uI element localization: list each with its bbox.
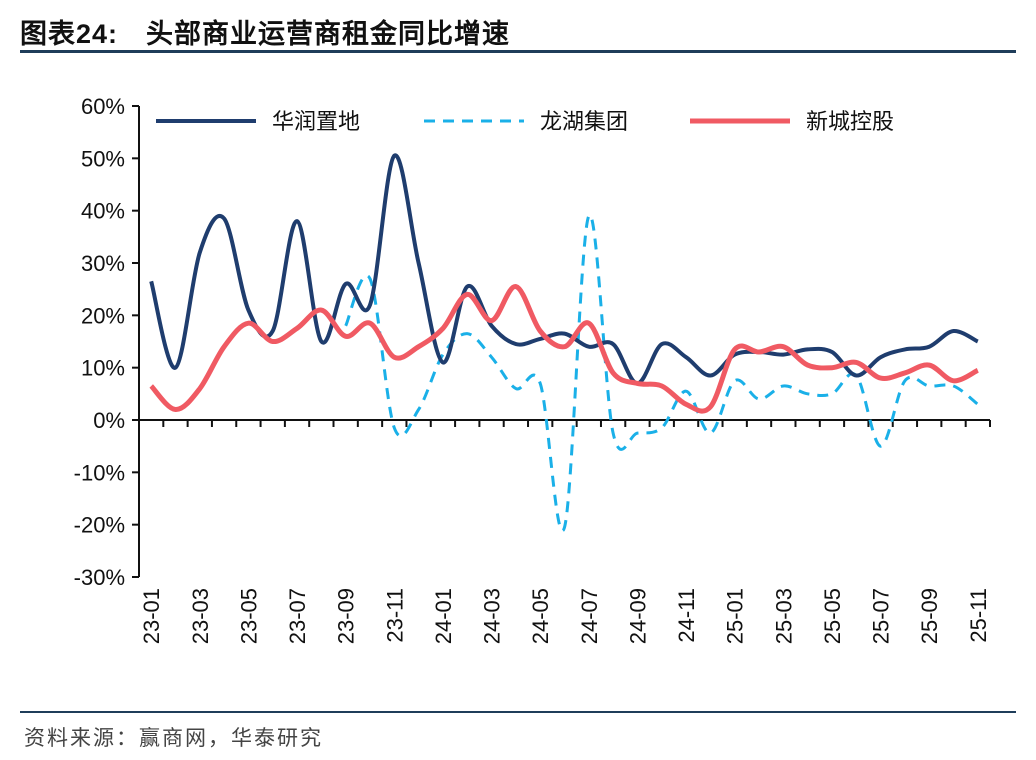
figure-title-text: 头部商业运营商租金同比增速: [146, 19, 511, 50]
x-tick-label: 24-05: [528, 588, 553, 644]
x-tick-label: 24-01: [431, 588, 456, 644]
y-tick-label: -10%: [74, 460, 125, 485]
source-note: 资料来源：赢商网，华泰研究: [24, 726, 323, 750]
x-tick-label: 25-07: [869, 588, 894, 644]
line-chart: 60% 50% 40% 30% 20% 10% 0% -10% -20% -30% 23-01 23-…: [74, 94, 991, 644]
bottom-rule: [20, 711, 1016, 713]
y-tick-label: 30%: [81, 251, 125, 276]
x-tick-label: 23-05: [236, 588, 261, 644]
x-tick-label: 24-11: [674, 588, 699, 643]
y-tick-label: -20%: [74, 513, 125, 538]
x-tick-label: 23-07: [285, 588, 310, 644]
figure-title: 图表24: 头部商业运营商租金同比增速: [20, 12, 510, 51]
y-tick-label: 10%: [81, 356, 125, 381]
figure-number: 图表24:: [20, 19, 119, 49]
x-tick-label: 25-03: [771, 588, 796, 644]
y-tick-label: 0%: [93, 408, 125, 433]
top-rule: [20, 50, 1016, 53]
y-tick-label: 20%: [81, 303, 125, 328]
y-tick-label: -30%: [74, 565, 125, 590]
x-tick-label: 23-01: [139, 588, 164, 644]
series-line-longhu: [344, 213, 979, 533]
series-line-xincheng: [149, 284, 979, 414]
x-tick-label: 24-09: [625, 588, 650, 644]
series-line-huarun: [149, 153, 979, 386]
y-tick-label: 50%: [81, 146, 125, 171]
x-tick-label: 25-09: [917, 588, 942, 644]
y-tick-label: 60%: [81, 94, 125, 119]
legend-label: 龙湖集团: [540, 110, 628, 135]
legend-label: 华润置地: [272, 110, 360, 135]
x-tick-label: 23-03: [188, 588, 213, 644]
y-tick-label: 40%: [81, 199, 125, 224]
x-tick-label: 25-01: [723, 588, 748, 644]
x-tick-label: 23-11: [382, 588, 407, 643]
x-tick-label: 25-11: [966, 588, 991, 643]
x-tick-label: 23-09: [334, 588, 359, 644]
x-tick-label: 25-05: [820, 588, 845, 644]
x-tick-label: 24-03: [480, 588, 505, 644]
x-tick-label: 24-07: [577, 588, 602, 644]
legend-label: 新城控股: [806, 110, 894, 135]
